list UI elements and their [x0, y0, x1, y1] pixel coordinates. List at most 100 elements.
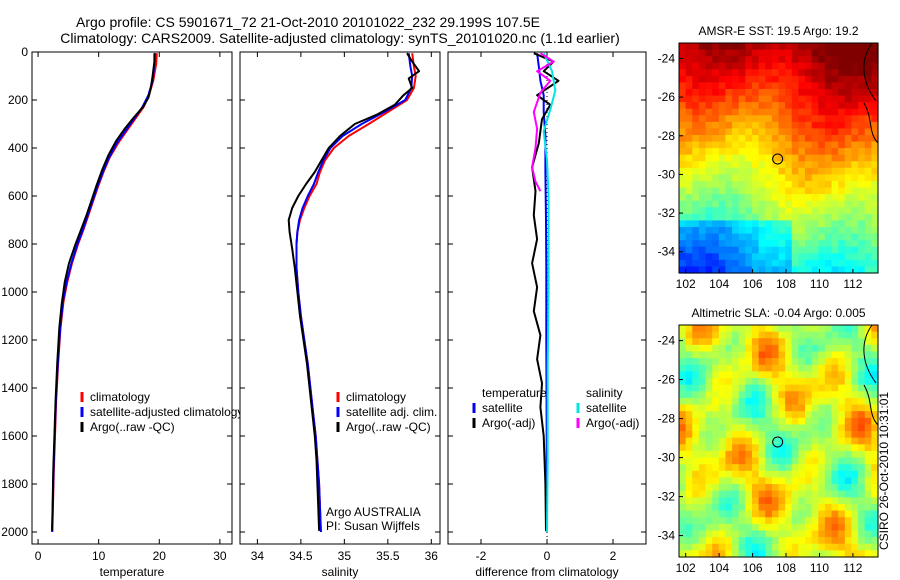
sst-map-heatmap-cell: [851, 89, 859, 97]
sst-map-heatmap-cell: [765, 102, 773, 110]
sla-map-heatmap-cell: [765, 431, 773, 439]
sla-map-heatmap-cell: [705, 325, 713, 333]
legend-entry: Argo(..raw -QC): [90, 420, 175, 434]
sla-map-heatmap-cell: [858, 344, 866, 353]
sst-map-heatmap-cell: [831, 187, 839, 195]
sla-map-heatmap-cell: [698, 325, 707, 333]
sla-map-heatmap-cell: [798, 437, 806, 445]
sst-map-heatmap-cell: [751, 233, 760, 241]
sst-map-heatmap-cell: [679, 200, 687, 208]
sla-map-heatmap-cell: [864, 431, 872, 439]
sla-map-heatmap-cell: [692, 550, 700, 558]
sla-map-heatmap-cell: [811, 417, 819, 426]
sla-map-heatmap-cell: [705, 550, 713, 558]
temperature-axes-box: [31, 51, 233, 545]
sst-map-heatmap-cell: [818, 115, 826, 123]
sla-map-heatmap-cell: [831, 437, 839, 445]
sst-map-heatmap-cell: [685, 154, 693, 162]
sst-map-heatmap-cell: [685, 174, 693, 182]
sst-map-heatmap-cell: [718, 75, 727, 84]
sla-map-heatmap-cell: [771, 550, 780, 558]
sla-map-float-marker: [772, 436, 784, 448]
sla-map-heatmap-cell: [844, 397, 853, 406]
sla-map-heatmap-cell: [824, 484, 833, 492]
sla-map-heatmap-cell: [864, 364, 872, 372]
sst-map-heatmap-cell: [831, 148, 839, 156]
sst-map-heatmap-cell: [765, 207, 773, 215]
sst-map-heatmap-cell: [811, 69, 819, 77]
sst-map-heatmap-cell: [685, 75, 693, 84]
sla-map-heatmap-cell: [771, 510, 780, 518]
sla-map-heatmap-cell: [732, 384, 740, 392]
sla-map-heatmap-cell: [732, 358, 740, 366]
sst-map-heatmap-cell: [838, 69, 846, 77]
sla-map-heatmap-cell: [864, 338, 872, 346]
sst-map-heatmap-cell: [778, 227, 786, 235]
sst-map-heatmap-cell: [811, 135, 819, 143]
sst-map-heatmap-cell: [871, 115, 879, 123]
sst-map-heatmap-cell: [785, 121, 793, 130]
sla-map-heatmap-cell: [738, 431, 746, 439]
sla-map-heatmap-cell: [718, 371, 727, 379]
sst-map-heatmap-cell: [732, 167, 740, 176]
sst-map-heatmap-cell: [771, 49, 780, 57]
sla-map-heatmap-cell: [718, 391, 727, 399]
sst-map-heatmap-cell: [771, 213, 780, 222]
sst-map-heatmap-cell: [692, 266, 700, 274]
sst-map-heatmap-cell: [718, 259, 727, 268]
sst-map-heatmap-cell: [805, 69, 813, 77]
sla-map-heatmap-cell: [692, 404, 700, 412]
sst-map-heatmap-cell: [771, 167, 780, 176]
sla-map-heatmap-cell: [692, 503, 700, 512]
sst-map-heatmap-cell: [738, 227, 746, 235]
sst-map-heatmap-cell: [824, 259, 833, 268]
sst-map-heatmap-cell: [732, 220, 740, 228]
sst-map-heatmap-cell: [844, 259, 853, 268]
sst-map-heatmap-cell: [679, 128, 687, 136]
sla-map-heatmap-cell: [751, 530, 760, 538]
sla-map-heatmap-cell: [818, 497, 826, 505]
sst-map-heatmap-cell: [811, 266, 819, 274]
sst-map-heatmap-cell: [778, 121, 786, 130]
sst-map-x-tick-label: 104: [709, 277, 729, 291]
sst-map-heatmap-cell: [785, 240, 793, 248]
sla-map-heatmap-cell: [864, 543, 872, 551]
sla-map-heatmap-cell: [844, 431, 853, 439]
sst-map-heatmap-cell: [751, 82, 760, 90]
sst-map-heatmap-cell: [818, 220, 826, 228]
sla-map-heatmap-cell: [791, 470, 799, 479]
sst-map-heatmap-cell: [824, 115, 833, 123]
sla-map-heatmap-cell: [805, 450, 813, 459]
salinity-series-climatology: [295, 53, 417, 533]
sla-map-heatmap-cell: [712, 477, 720, 485]
sst-map-heatmap-cell: [798, 56, 806, 64]
sst-map-heatmap-cell: [844, 82, 853, 90]
sst-map-heatmap-cell: [765, 82, 773, 90]
sst-map-heatmap-cell: [698, 43, 707, 51]
sst-map-heatmap-cell: [692, 207, 700, 215]
sla-map-heatmap-cell: [692, 543, 700, 551]
sla-map-heatmap-cell: [698, 477, 707, 485]
sla-map-heatmap-cell: [718, 477, 727, 485]
sst-map-heatmap-cell: [718, 266, 727, 274]
sla-map-heatmap-cell: [811, 550, 819, 558]
sla-map-heatmap-cell: [778, 325, 786, 333]
sst-map-heatmap-cell: [791, 89, 799, 97]
sla-map-heatmap-cell: [824, 384, 833, 392]
sla-map-heatmap-cell: [745, 351, 753, 359]
sst-map-heatmap-cell: [771, 56, 780, 64]
sst-map-heatmap-cell: [712, 108, 720, 116]
sla-map-heatmap-cell: [824, 510, 833, 518]
sst-map-heatmap-cell: [751, 167, 760, 176]
sla-map-heatmap-cell: [718, 543, 727, 551]
sst-map-heatmap-cell: [679, 266, 687, 274]
sla-map-heatmap-cell: [718, 537, 727, 545]
sst-map-heatmap-cell: [718, 161, 727, 169]
sst-map-heatmap-cell: [765, 181, 773, 189]
sla-map-heatmap-cell: [771, 378, 780, 386]
sla-map-heatmap-cell: [679, 397, 687, 406]
sla-map-heatmap-cell: [844, 424, 853, 432]
sst-map-heatmap-cell: [738, 148, 746, 156]
sla-map-axes-box: [678, 324, 879, 558]
sst-map-heatmap-cell: [745, 259, 753, 268]
